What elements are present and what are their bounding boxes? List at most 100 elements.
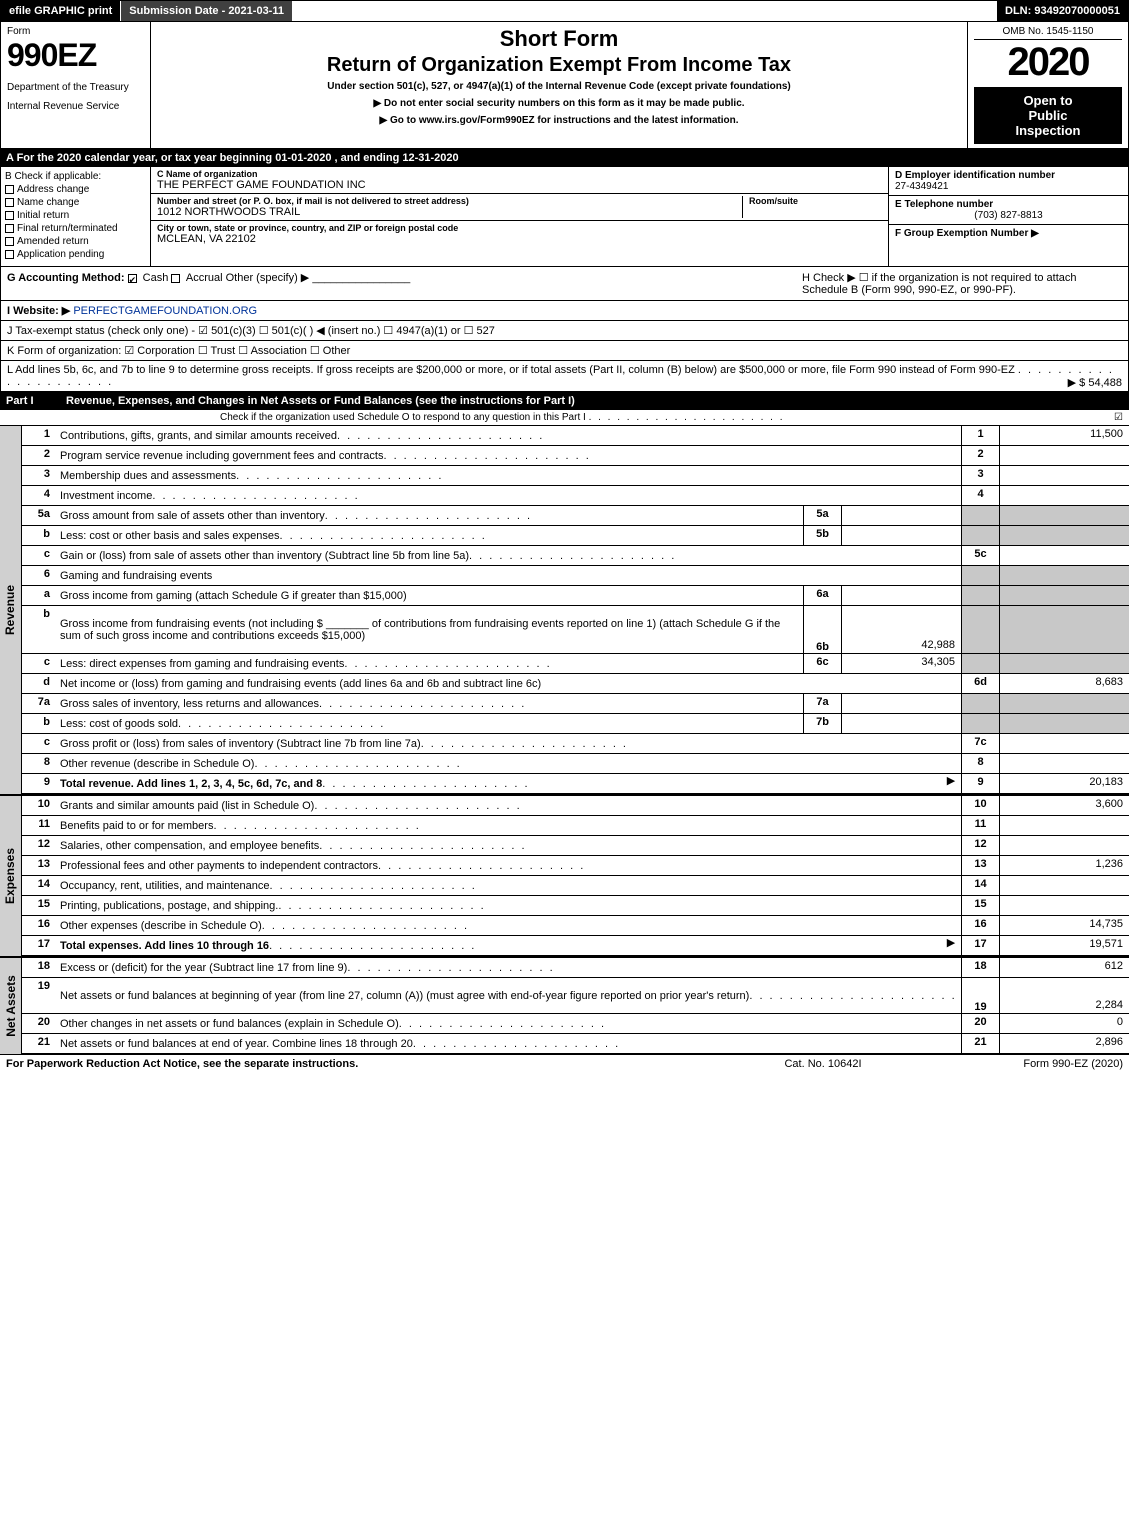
row-h: H Check ▶ ☐ if the organization is not r… [802, 271, 1122, 296]
paperwork-notice: For Paperwork Reduction Act Notice, see … [6, 1058, 723, 1070]
line-6d-amount: 8,683 [999, 674, 1129, 693]
return-title: Return of Organization Exempt From Incom… [159, 54, 959, 77]
short-form-title: Short Form [159, 26, 959, 52]
line-14-amount [999, 876, 1129, 895]
city-label: City or town, state or province, country… [157, 223, 882, 233]
revenue-side-label: Revenue [0, 426, 22, 794]
cash-checkbox[interactable] [128, 274, 137, 283]
line-1-amount: 11,500 [999, 426, 1129, 445]
website-label: I Website: ▶ [7, 305, 70, 317]
group-exemption-label: F Group Exemption Number ▶ [895, 228, 1122, 239]
omb-number: OMB No. 1545-1150 [974, 26, 1122, 40]
expenses-side-label: Expenses [0, 796, 22, 956]
line-13: 13Professional fees and other payments t… [22, 856, 1129, 876]
accrual-checkbox[interactable] [171, 274, 180, 283]
submission-date-label: Submission Date - 2021-03-11 [121, 1, 293, 21]
col-b-title: B Check if applicable: [5, 171, 146, 182]
line-4: 4Investment income4 [22, 486, 1129, 506]
form-number: 990EZ [7, 37, 144, 74]
line-6c: cLess: direct expenses from gaming and f… [22, 654, 1129, 674]
line-15-amount [999, 896, 1129, 915]
goto-link[interactable]: ▶ Go to www.irs.gov/Form990EZ for instru… [159, 115, 959, 126]
line-12: 12Salaries, other compensation, and empl… [22, 836, 1129, 856]
line-6: 6Gaming and fundraising events [22, 566, 1129, 586]
org-name-label: C Name of organization [157, 169, 882, 179]
amended-return-label: Amended return [17, 236, 89, 247]
line-17-arrow: ▶ [941, 936, 961, 955]
department-label: Department of the Treasury [7, 82, 144, 93]
final-return-label: Final return/terminated [17, 223, 118, 234]
line-16: 16Other expenses (describe in Schedule O… [22, 916, 1129, 936]
row-l: L Add lines 5b, 6c, and 7b to line 9 to … [0, 361, 1129, 392]
part-1-header: Part I Revenue, Expenses, and Changes in… [0, 392, 1129, 410]
line-7c: cGross profit or (loss) from sales of in… [22, 734, 1129, 754]
line-8-amount [999, 754, 1129, 773]
application-pending-label: Application pending [17, 249, 104, 260]
net-assets-section: Net Assets 18Excess or (deficit) for the… [0, 956, 1129, 1054]
row-k: K Form of organization: ☑ Corporation ☐ … [0, 341, 1129, 361]
amended-return-checkbox[interactable] [5, 237, 14, 246]
address-change-checkbox[interactable] [5, 185, 14, 194]
website-link[interactable]: PERFECTGAMEFOUNDATION.ORG [73, 305, 257, 317]
initial-return-checkbox[interactable] [5, 211, 14, 220]
ein-label: D Employer identification number [895, 170, 1122, 181]
irs-label: Internal Revenue Service [7, 101, 144, 112]
line-21: 21Net assets or fund balances at end of … [22, 1034, 1129, 1054]
line-10: 10Grants and similar amounts paid (list … [22, 796, 1129, 816]
line-2: 2Program service revenue including gover… [22, 446, 1129, 466]
topbar-spacer [293, 1, 997, 21]
open-line1: Open to [978, 93, 1118, 108]
schedule-o-text: Check if the organization used Schedule … [220, 412, 586, 423]
row-l-amount: ▶ $ 54,488 [1068, 376, 1122, 389]
open-line2: Public [978, 108, 1118, 123]
line-3: 3Membership dues and assessments3 [22, 466, 1129, 486]
phone-value: (703) 827-8813 [895, 210, 1122, 221]
form-word: Form [7, 26, 144, 37]
name-change-checkbox[interactable] [5, 198, 14, 207]
row-i: I Website: ▶ PERFECTGAMEFOUNDATION.ORG [0, 301, 1129, 321]
tax-year: 2020 [974, 40, 1122, 85]
line-20: 20Other changes in net assets or fund ba… [22, 1014, 1129, 1034]
line-3-amount [999, 466, 1129, 485]
application-pending-checkbox[interactable] [5, 250, 14, 259]
city-value: MCLEAN, VA 22102 [157, 233, 882, 245]
line-16-amount: 14,735 [999, 916, 1129, 935]
ein-value: 27-4349421 [895, 181, 1122, 192]
line-6c-subval: 34,305 [841, 654, 961, 673]
line-6a: aGross income from gaming (attach Schedu… [22, 586, 1129, 606]
line-7b: bLess: cost of goods sold7b [22, 714, 1129, 734]
cat-number: Cat. No. 10642I [723, 1058, 923, 1070]
net-assets-side-label: Net Assets [0, 958, 22, 1054]
line-7a: 7aGross sales of inventory, less returns… [22, 694, 1129, 714]
line-13-amount: 1,236 [999, 856, 1129, 875]
header-right: OMB No. 1545-1150 2020 Open to Public In… [968, 22, 1128, 148]
room-label: Room/suite [749, 196, 882, 206]
no-ssn-text: ▶ Do not enter social security numbers o… [159, 98, 959, 109]
line-5b-subval [841, 526, 961, 545]
name-change-label: Name change [17, 197, 79, 208]
line-19: 19Net assets or fund balances at beginni… [22, 978, 1129, 1014]
initial-return-label: Initial return [17, 210, 69, 221]
open-line3: Inspection [978, 123, 1118, 138]
info-grid: B Check if applicable: Address change Na… [0, 167, 1129, 267]
line-5a: 5aGross amount from sale of assets other… [22, 506, 1129, 526]
row-l-text: L Add lines 5b, 6c, and 7b to line 9 to … [7, 364, 1015, 376]
row-g: G Accounting Method: Cash Accrual Other … [7, 271, 802, 296]
line-9-amount: 20,183 [999, 774, 1129, 793]
final-return-checkbox[interactable] [5, 224, 14, 233]
efile-print-button[interactable]: efile GRAPHIC print [1, 1, 121, 21]
row-gh: G Accounting Method: Cash Accrual Other … [0, 267, 1129, 301]
accrual-label: Accrual [186, 272, 223, 284]
part-1-label: Part I [6, 395, 66, 407]
expenses-section: Expenses 10Grants and similar amounts pa… [0, 794, 1129, 956]
org-name: THE PERFECT GAME FOUNDATION INC [157, 179, 882, 191]
line-14: 14Occupancy, rent, utilities, and mainte… [22, 876, 1129, 896]
form-ref: Form 990-EZ (2020) [923, 1058, 1123, 1070]
schedule-o-checkbox[interactable]: ☑ [1114, 412, 1123, 423]
line-7b-subval [841, 714, 961, 733]
line-7c-amount [999, 734, 1129, 753]
line-18: 18Excess or (deficit) for the year (Subt… [22, 958, 1129, 978]
row-j: J Tax-exempt status (check only one) - ☑… [0, 321, 1129, 341]
line-6b: bGross income from fundraising events (n… [22, 606, 1129, 654]
tax-year-bar: A For the 2020 calendar year, or tax yea… [0, 149, 1129, 167]
